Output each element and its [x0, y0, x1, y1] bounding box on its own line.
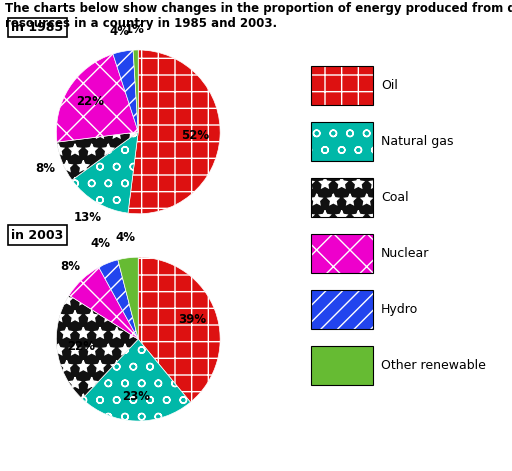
Text: Oil: Oil: [381, 79, 398, 92]
Text: Nuclear: Nuclear: [381, 247, 430, 260]
FancyBboxPatch shape: [311, 291, 373, 329]
Text: Coal: Coal: [381, 191, 409, 204]
Text: in 1985: in 1985: [11, 21, 63, 34]
Text: resources in a country in 1985 and 2003.: resources in a country in 1985 and 2003.: [5, 17, 277, 31]
Wedge shape: [128, 50, 220, 214]
Wedge shape: [113, 50, 138, 132]
Wedge shape: [82, 339, 190, 421]
Text: Hydro: Hydro: [381, 303, 418, 316]
Text: 23%: 23%: [122, 390, 151, 403]
Text: Other renewable: Other renewable: [381, 359, 486, 372]
Text: The charts below show changes in the proportion of energy produced from differen: The charts below show changes in the pro…: [5, 2, 512, 16]
Text: 8%: 8%: [35, 162, 55, 175]
Text: 4%: 4%: [109, 25, 129, 38]
Text: 13%: 13%: [73, 211, 101, 224]
Wedge shape: [56, 295, 138, 399]
Text: 22%: 22%: [76, 95, 104, 108]
Wedge shape: [69, 268, 138, 339]
Text: 1%: 1%: [125, 23, 145, 36]
FancyBboxPatch shape: [311, 346, 373, 385]
FancyBboxPatch shape: [311, 66, 373, 105]
FancyBboxPatch shape: [311, 235, 373, 273]
Wedge shape: [99, 260, 138, 339]
Wedge shape: [72, 132, 138, 213]
Text: Natural gas: Natural gas: [381, 135, 454, 148]
FancyBboxPatch shape: [311, 179, 373, 217]
Text: 4%: 4%: [91, 237, 111, 251]
Text: 4%: 4%: [115, 231, 135, 244]
Text: in 2003: in 2003: [11, 228, 63, 242]
FancyBboxPatch shape: [311, 122, 373, 161]
Wedge shape: [138, 257, 220, 402]
Text: 8%: 8%: [60, 260, 80, 273]
Wedge shape: [133, 50, 138, 132]
Text: 39%: 39%: [178, 313, 206, 326]
Text: 22%: 22%: [68, 340, 95, 353]
Text: 52%: 52%: [181, 129, 209, 142]
Wedge shape: [57, 132, 138, 180]
Wedge shape: [56, 54, 138, 142]
Wedge shape: [118, 257, 138, 339]
